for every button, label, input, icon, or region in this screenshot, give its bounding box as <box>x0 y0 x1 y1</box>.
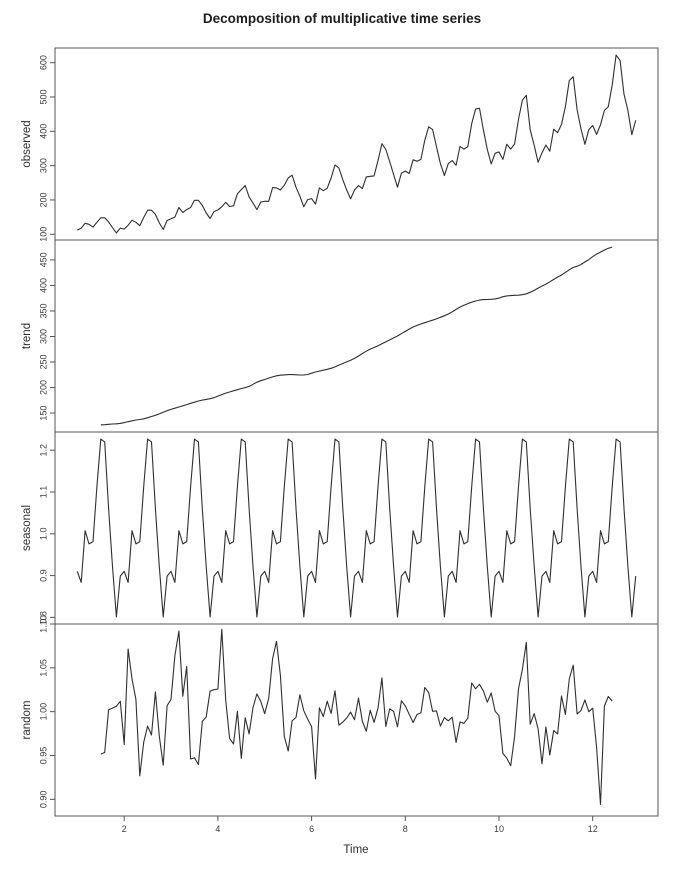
series-trend <box>100 246 613 426</box>
y-tick-label-trend: 150 <box>38 406 48 421</box>
x-tick-label: 4 <box>215 824 220 834</box>
y-tick-label-seasonal: 0.8 <box>38 611 48 624</box>
y-tick-label-random: 0.90 <box>38 791 48 809</box>
y-tick-label-seasonal: 1.0 <box>38 528 48 541</box>
panel-trend-border <box>54 239 659 433</box>
x-tick-label: 8 <box>403 824 408 834</box>
y-tick-label-random: 1.00 <box>38 703 48 721</box>
xlabel-time: Time <box>343 844 369 856</box>
x-tick-label: 6 <box>309 824 314 834</box>
y-tick-label-trend: 300 <box>38 329 48 344</box>
x-tick-label: 10 <box>494 824 504 834</box>
y-tick-label-observed: 400 <box>38 124 48 139</box>
x-tick-label: 12 <box>588 824 598 834</box>
y-tick-label-observed: 200 <box>38 192 48 207</box>
y-tick-label-trend: 400 <box>38 278 48 293</box>
x-tick-label: 2 <box>122 824 127 834</box>
y-tick-label-random: 0.95 <box>38 747 48 765</box>
y-tick-label-observed: 100 <box>38 227 48 242</box>
series-random <box>100 628 613 806</box>
series-seasonal <box>76 438 637 618</box>
y-tick-label-trend: 250 <box>38 354 48 369</box>
y-tick-label-seasonal: 1.2 <box>38 444 48 457</box>
y-tick-label-trend: 450 <box>38 252 48 267</box>
chart-title: Decomposition of multiplicative time ser… <box>202 11 482 26</box>
y-tick-label-random: 1.10 <box>38 615 48 633</box>
y-tick-label-observed: 300 <box>38 158 48 173</box>
y-tick-label-observed: 600 <box>38 55 48 70</box>
panel-observed-border <box>54 47 659 241</box>
y-tick-label-seasonal: 1.1 <box>38 486 48 499</box>
y-tick-label-observed: 500 <box>38 89 48 104</box>
y-tick-label-random: 1.05 <box>38 659 48 677</box>
y-tick-label-trend: 350 <box>38 303 48 318</box>
panel-random-border <box>54 623 659 817</box>
series-observed <box>77 54 637 234</box>
y-tick-label-trend: 200 <box>38 380 48 395</box>
y-tick-label-seasonal: 0.9 <box>38 569 48 582</box>
